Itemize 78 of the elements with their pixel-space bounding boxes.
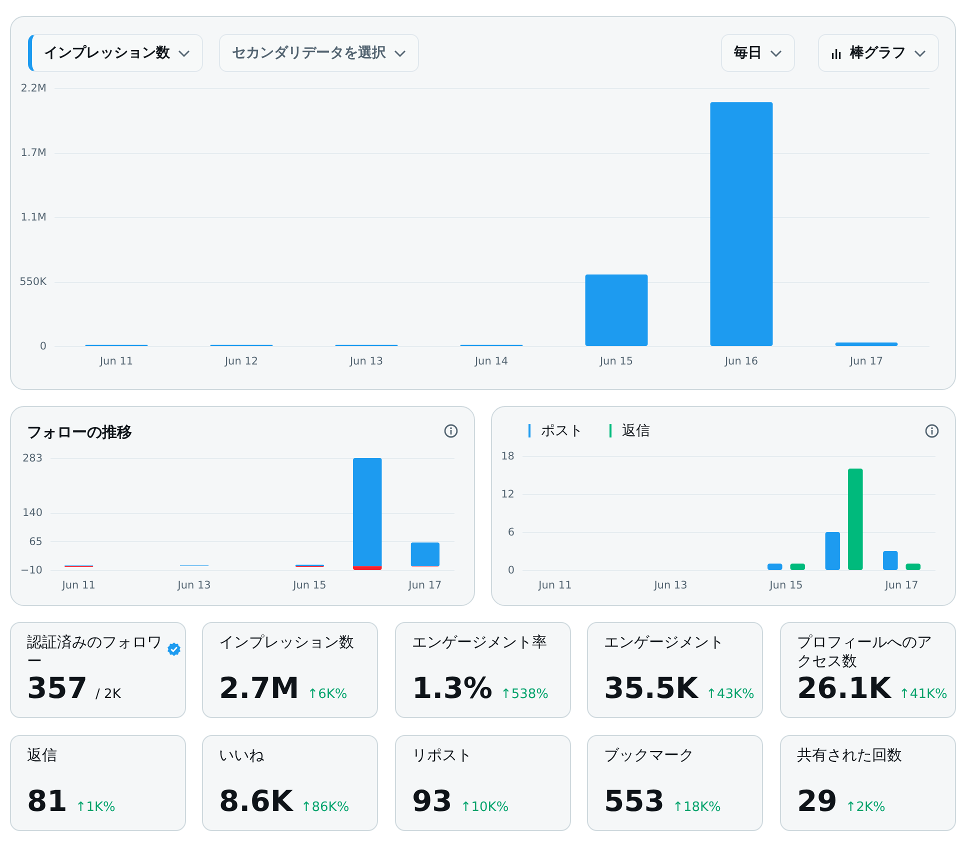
text: 1.3%: [412, 671, 492, 705]
text: ブックマーク: [604, 746, 695, 765]
x-tick-label: Jun 14: [474, 356, 508, 368]
text: プロフィールへのアクセス数: [797, 633, 933, 671]
text: ↑10K%: [460, 800, 509, 815]
text: 35.5K: [604, 671, 698, 705]
bar: [585, 274, 648, 346]
bar: [835, 342, 898, 346]
y-tick-label: 140: [22, 507, 42, 520]
x-tick-label: Jun 13: [348, 356, 384, 368]
text: 認証済みのフォロワー: [27, 633, 163, 671]
y-tick-label: 0: [508, 564, 514, 576]
x-tick-label: Jun 15: [292, 580, 326, 592]
bar: [710, 102, 773, 346]
y-tick-label: 1.7M: [20, 147, 46, 159]
y-tick-label: 65: [29, 536, 42, 548]
text: 93: [412, 784, 452, 818]
x-tick-label: Jun 13: [653, 580, 688, 592]
x-tick-label: Jun 12: [224, 356, 258, 368]
text: ↑2K%: [845, 800, 886, 815]
y-tick-label: 2.2M: [20, 82, 46, 94]
text: 29: [797, 784, 838, 818]
text: ↑18K%: [672, 800, 721, 815]
y-tick-label: 12: [501, 488, 514, 500]
y-tick-label: 6: [508, 526, 515, 538]
y-tick-label: 18: [501, 450, 514, 462]
x-tick-label: Jun 11: [538, 580, 572, 592]
text: 共有された回数: [797, 746, 903, 765]
text: いいね: [219, 746, 265, 765]
text: 2.7M: [219, 671, 300, 705]
bar: [353, 566, 382, 570]
text: ↑86K%: [300, 800, 350, 815]
bar: [906, 564, 921, 570]
text: 26.1K: [797, 671, 892, 705]
dropdown-button: 棒グラフ: [818, 34, 939, 72]
y-tick-label: −10: [20, 564, 42, 576]
y-tick-label: 0: [40, 340, 46, 352]
x-tick-label: Jun 11: [61, 580, 96, 592]
y-tick-label: 1.1M: [20, 212, 46, 224]
bar: [848, 468, 863, 570]
text: ↑43K%: [706, 687, 754, 702]
text: ↑538%: [500, 687, 548, 702]
text: 357: [27, 671, 88, 705]
text: 81: [27, 784, 68, 818]
text: エンゲージメント率: [412, 633, 548, 652]
x-tick-label: Jun 11: [98, 356, 134, 368]
x-tick-label: Jun 17: [408, 580, 442, 592]
text: リポスト: [412, 746, 473, 765]
x-tick-label: Jun 15: [768, 580, 803, 592]
x-tick-label: Jun 17: [884, 580, 918, 592]
text: ↑6K%: [307, 687, 348, 702]
dropdown-button: 毎日: [721, 34, 795, 72]
legend-label: ポスト: [541, 422, 583, 439]
legend-label: 返信: [622, 422, 650, 439]
bar: [767, 564, 782, 570]
dropdown-button: インプレッション数: [28, 34, 203, 72]
text: ↑41K%: [899, 687, 948, 702]
text: 553: [604, 784, 665, 818]
text: ↑1K%: [75, 800, 116, 815]
text: 8.6K: [219, 784, 293, 818]
x-tick-label: Jun 15: [598, 356, 634, 368]
x-tick-label: Jun 13: [176, 580, 211, 592]
dropdown-button: セカンダリデータを選択: [219, 34, 419, 72]
text: インプレッション数: [219, 633, 355, 652]
x-tick-label: Jun 17: [848, 356, 884, 368]
text: エンゲージメント: [604, 633, 725, 652]
y-tick-label: 283: [22, 452, 42, 464]
bar: [790, 564, 806, 570]
bar: [883, 551, 898, 570]
x-tick-label: Jun 16: [724, 356, 758, 368]
chart-title: インプレッション数: [44, 44, 170, 62]
bar: [410, 542, 440, 566]
y-tick-label: 550K: [20, 276, 48, 288]
chart-title: フォローの推移: [27, 423, 132, 442]
text: 返信: [27, 746, 58, 765]
bar: [353, 458, 382, 566]
text: / 2K: [96, 687, 121, 702]
bar: [825, 532, 840, 570]
